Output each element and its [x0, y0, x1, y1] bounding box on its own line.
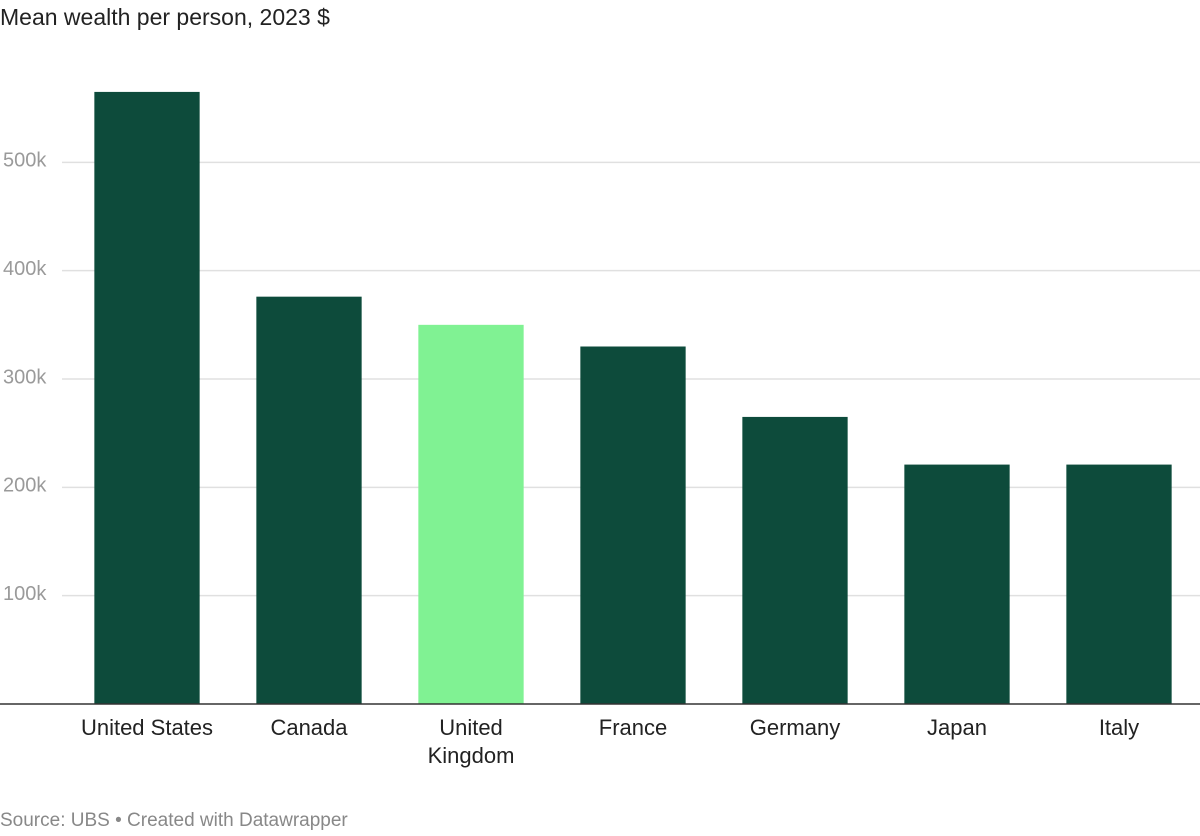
bar: [904, 464, 1010, 704]
bar: [1066, 464, 1172, 704]
bar: [94, 91, 200, 704]
bar: [580, 346, 686, 704]
x-tick-label: Canada: [270, 715, 348, 740]
bar: [256, 296, 362, 704]
y-tick-label: 400k: [3, 258, 47, 280]
x-tick-label: Italy: [1098, 715, 1140, 740]
y-tick-label: 200k: [3, 475, 47, 497]
bar: [742, 416, 848, 704]
y-tick-label: 300k: [3, 366, 47, 388]
y-tick-label: 500k: [3, 150, 47, 172]
x-tick-label: Germany: [749, 715, 841, 740]
y-tick-label: 100k: [3, 583, 47, 605]
bar: [418, 324, 524, 704]
source-note: Source: UBS • Created with Datawrapper: [0, 810, 348, 831]
x-tick-label: United States: [80, 715, 214, 740]
x-tick-label: United Kingdom: [427, 715, 515, 768]
x-tick-label: France: [598, 715, 668, 740]
chart-title: Mean wealth per person, 2023 $: [0, 4, 330, 30]
x-tick-label: Japan: [927, 715, 987, 740]
